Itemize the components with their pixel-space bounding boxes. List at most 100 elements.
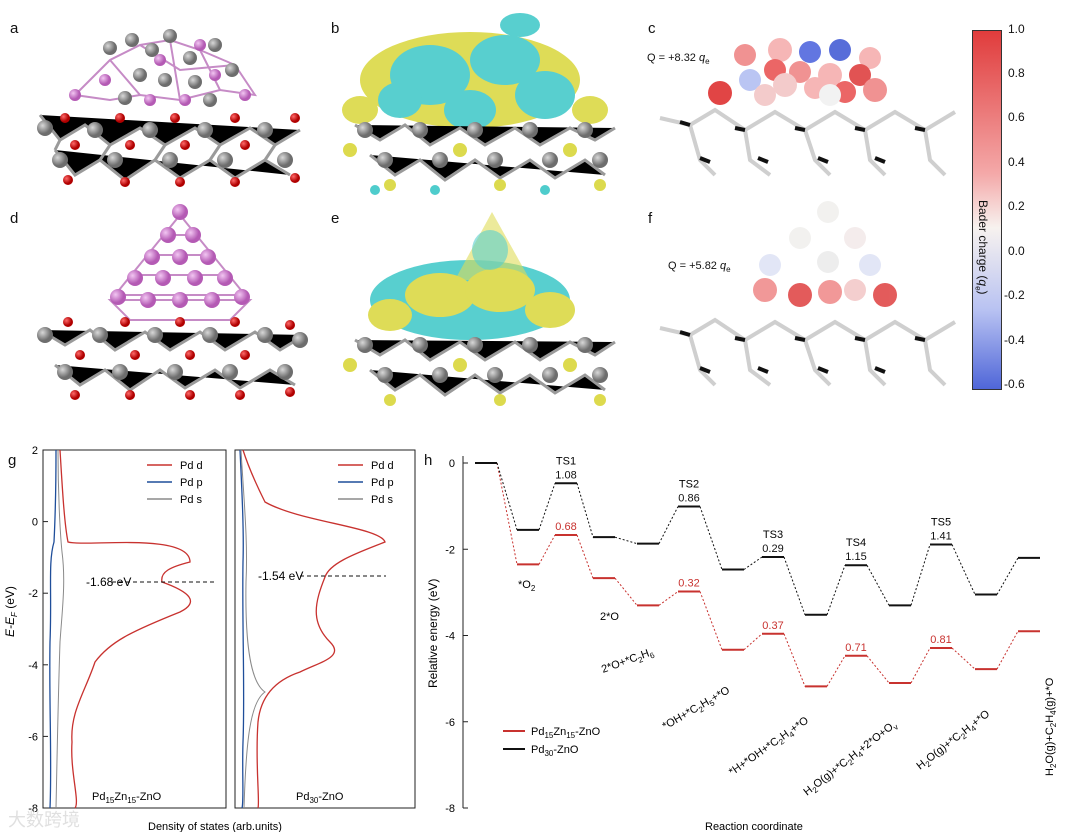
energy-connector [866, 655, 890, 684]
energy-y-label: Relative energy (eV) [426, 579, 440, 688]
state-label-final: H2O(g)+C2H4(g)+*O [1044, 677, 1058, 776]
energy-connector [996, 557, 1019, 595]
panel-letter-g: g [8, 452, 17, 469]
energy-series [475, 462, 1040, 688]
dos-left-pd-s [55, 449, 65, 809]
state-label-h2o-c2h4-o: H2O(g)+*C2H4+*O [914, 708, 993, 774]
energy-connector [866, 564, 890, 606]
energy-barrier-label: 0.32 [678, 578, 699, 590]
dos-left-pd-p [49, 449, 57, 809]
colorbar-tick: 0.8 [1008, 66, 1025, 80]
dos-y-ticks: 2 0 -2 -4 -6 -8 [28, 445, 48, 815]
energy-ts-labels: TS1 TS2 TS3 TS4 TS5 [556, 455, 951, 549]
energy-ts-label: TS5 [931, 517, 951, 529]
energy-connector [996, 630, 1019, 670]
energy-connector [496, 462, 518, 565]
energy-y-tick-label: 0 [449, 458, 455, 470]
dos-right-system-name: Pd30-ZnO [296, 791, 344, 805]
legend-label-s: Pd s [371, 494, 394, 506]
energy-connector [614, 577, 638, 606]
energy-barrier-label: 0.29 [762, 543, 783, 555]
energy-state-labels: *O2 2*O 2*O+*C2H6 *OH+*C2H5+*O *H+*OH+*C… [518, 579, 1058, 798]
colorbar-tick: 0.4 [1008, 155, 1025, 169]
panel-letter-a: a [10, 20, 19, 37]
energy-series-1 [475, 462, 1040, 616]
energy-barrier-label: 1.41 [930, 531, 951, 543]
structure-e [343, 212, 616, 406]
panel-letter-h: h [424, 452, 433, 469]
energy-connector [699, 591, 723, 650]
structure-d [37, 204, 308, 400]
energy-connector [951, 544, 976, 595]
colorbar-tick: 0.2 [1008, 199, 1025, 213]
dos-chart: 2 0 -2 -4 -6 -8 -1.68 eV -1.54 eV Pd d Pd p P… [3, 445, 416, 832]
energy-y-tick-label: -8 [445, 803, 455, 815]
panel-letter-f: f [648, 210, 653, 227]
energy-barrier-label: 0.81 [930, 634, 951, 646]
energy-connector [576, 534, 594, 579]
dos-y-tick-label: -6 [28, 731, 38, 743]
energy-y-tick-label: -6 [445, 717, 455, 729]
energy-diagram: 0-2-4-6-8 0.680.320.370.710.811.080.860.… [426, 455, 1058, 833]
energy-y-tick-label: -2 [445, 544, 455, 556]
energy-connector [783, 633, 806, 687]
energy-legend-pd30: Pd30-ZnO [531, 744, 579, 758]
legend-label-d: Pd d [371, 460, 394, 472]
structure-b [342, 13, 616, 195]
state-label-2o: 2*O [600, 611, 619, 623]
charge-unit-c: q [698, 52, 706, 64]
colorbar-label-close: ) [976, 290, 990, 295]
dos-y-tick-label: -8 [28, 803, 38, 815]
energy-connector [826, 655, 846, 687]
colorbar-label: Bader charge (qe) [974, 200, 990, 340]
dos-x-label: Density of states (arb.units) [148, 821, 282, 832]
charge-label-f: Q = +5.82 qe [668, 260, 731, 274]
energy-ts-label: TS2 [679, 479, 699, 491]
colorbar-tick: -0.2 [1004, 288, 1025, 302]
energy-barrier-label: 0.37 [762, 620, 783, 632]
energy-connector [658, 591, 679, 606]
structure-c [659, 38, 957, 177]
colorbar-tick: 0.0 [1008, 244, 1025, 258]
energy-connector [951, 647, 976, 670]
dos-y-tick-label: 2 [32, 445, 38, 457]
dos-y-label: E-EF (eV) [3, 586, 19, 637]
colorbar-tick: 1.0 [1008, 22, 1025, 36]
state-label-c2h6: 2*O+*C2H6 [600, 646, 656, 678]
dos-right-dband-label: -1.54 eV [258, 569, 303, 583]
energy-connector [538, 534, 556, 565]
legend-label-p: Pd p [371, 477, 394, 489]
panel-letter-d: d [10, 210, 19, 227]
charge-unit-sub-f: e [726, 265, 731, 275]
energy-connector [826, 565, 846, 615]
panel-letter-c: c [648, 20, 656, 37]
state-label-o2: *O2 [518, 579, 536, 593]
energy-y-ticks: 0 -2 -4 -6 -8 [445, 458, 468, 815]
charge-unit-sub-c: e [705, 57, 710, 67]
energy-y-tick-label: -4 [445, 631, 455, 643]
legend-label-d: Pd d [180, 460, 203, 472]
energy-connector [699, 506, 723, 570]
dos-frame-left [42, 449, 227, 809]
dos-y-tick-label: -4 [28, 660, 38, 672]
dos-y-tick-label: 0 [32, 517, 38, 529]
dos-left-dband-label: -1.68 eV [86, 575, 131, 589]
charge-label-c: Q = +8.32 qe [647, 52, 710, 66]
legend-label-p: Pd p [180, 477, 203, 489]
energy-connector [576, 483, 594, 538]
energy-connector [743, 633, 763, 651]
panel-letter-e: e [331, 210, 340, 227]
legend-label-s: Pd s [180, 494, 203, 506]
dos-left-system-name: Pd15Zn15-ZnO [92, 791, 162, 805]
charge-unit-f: q [719, 260, 727, 272]
state-label-c2h5: *OH+*C2H5+*O [661, 684, 734, 734]
dos-legend-right: Pd d Pd p Pd s [338, 460, 394, 506]
watermark-logo: 大数跨境 [8, 810, 80, 831]
colorbar-ticks: 1.0 0.8 0.6 0.4 0.2 0.0 -0.2 -0.4 -0.6 [1004, 22, 1048, 402]
colorbar-label-text: Bader charge ( [976, 200, 990, 280]
charge-value-c: Q = +8.32 [647, 52, 699, 64]
energy-legend: Pd15Zn15-ZnO Pd30-ZnO [503, 726, 601, 758]
energy-connector [910, 544, 931, 606]
dos-right-pd-p [239, 449, 245, 809]
dos-y-tick-label: -2 [28, 588, 38, 600]
